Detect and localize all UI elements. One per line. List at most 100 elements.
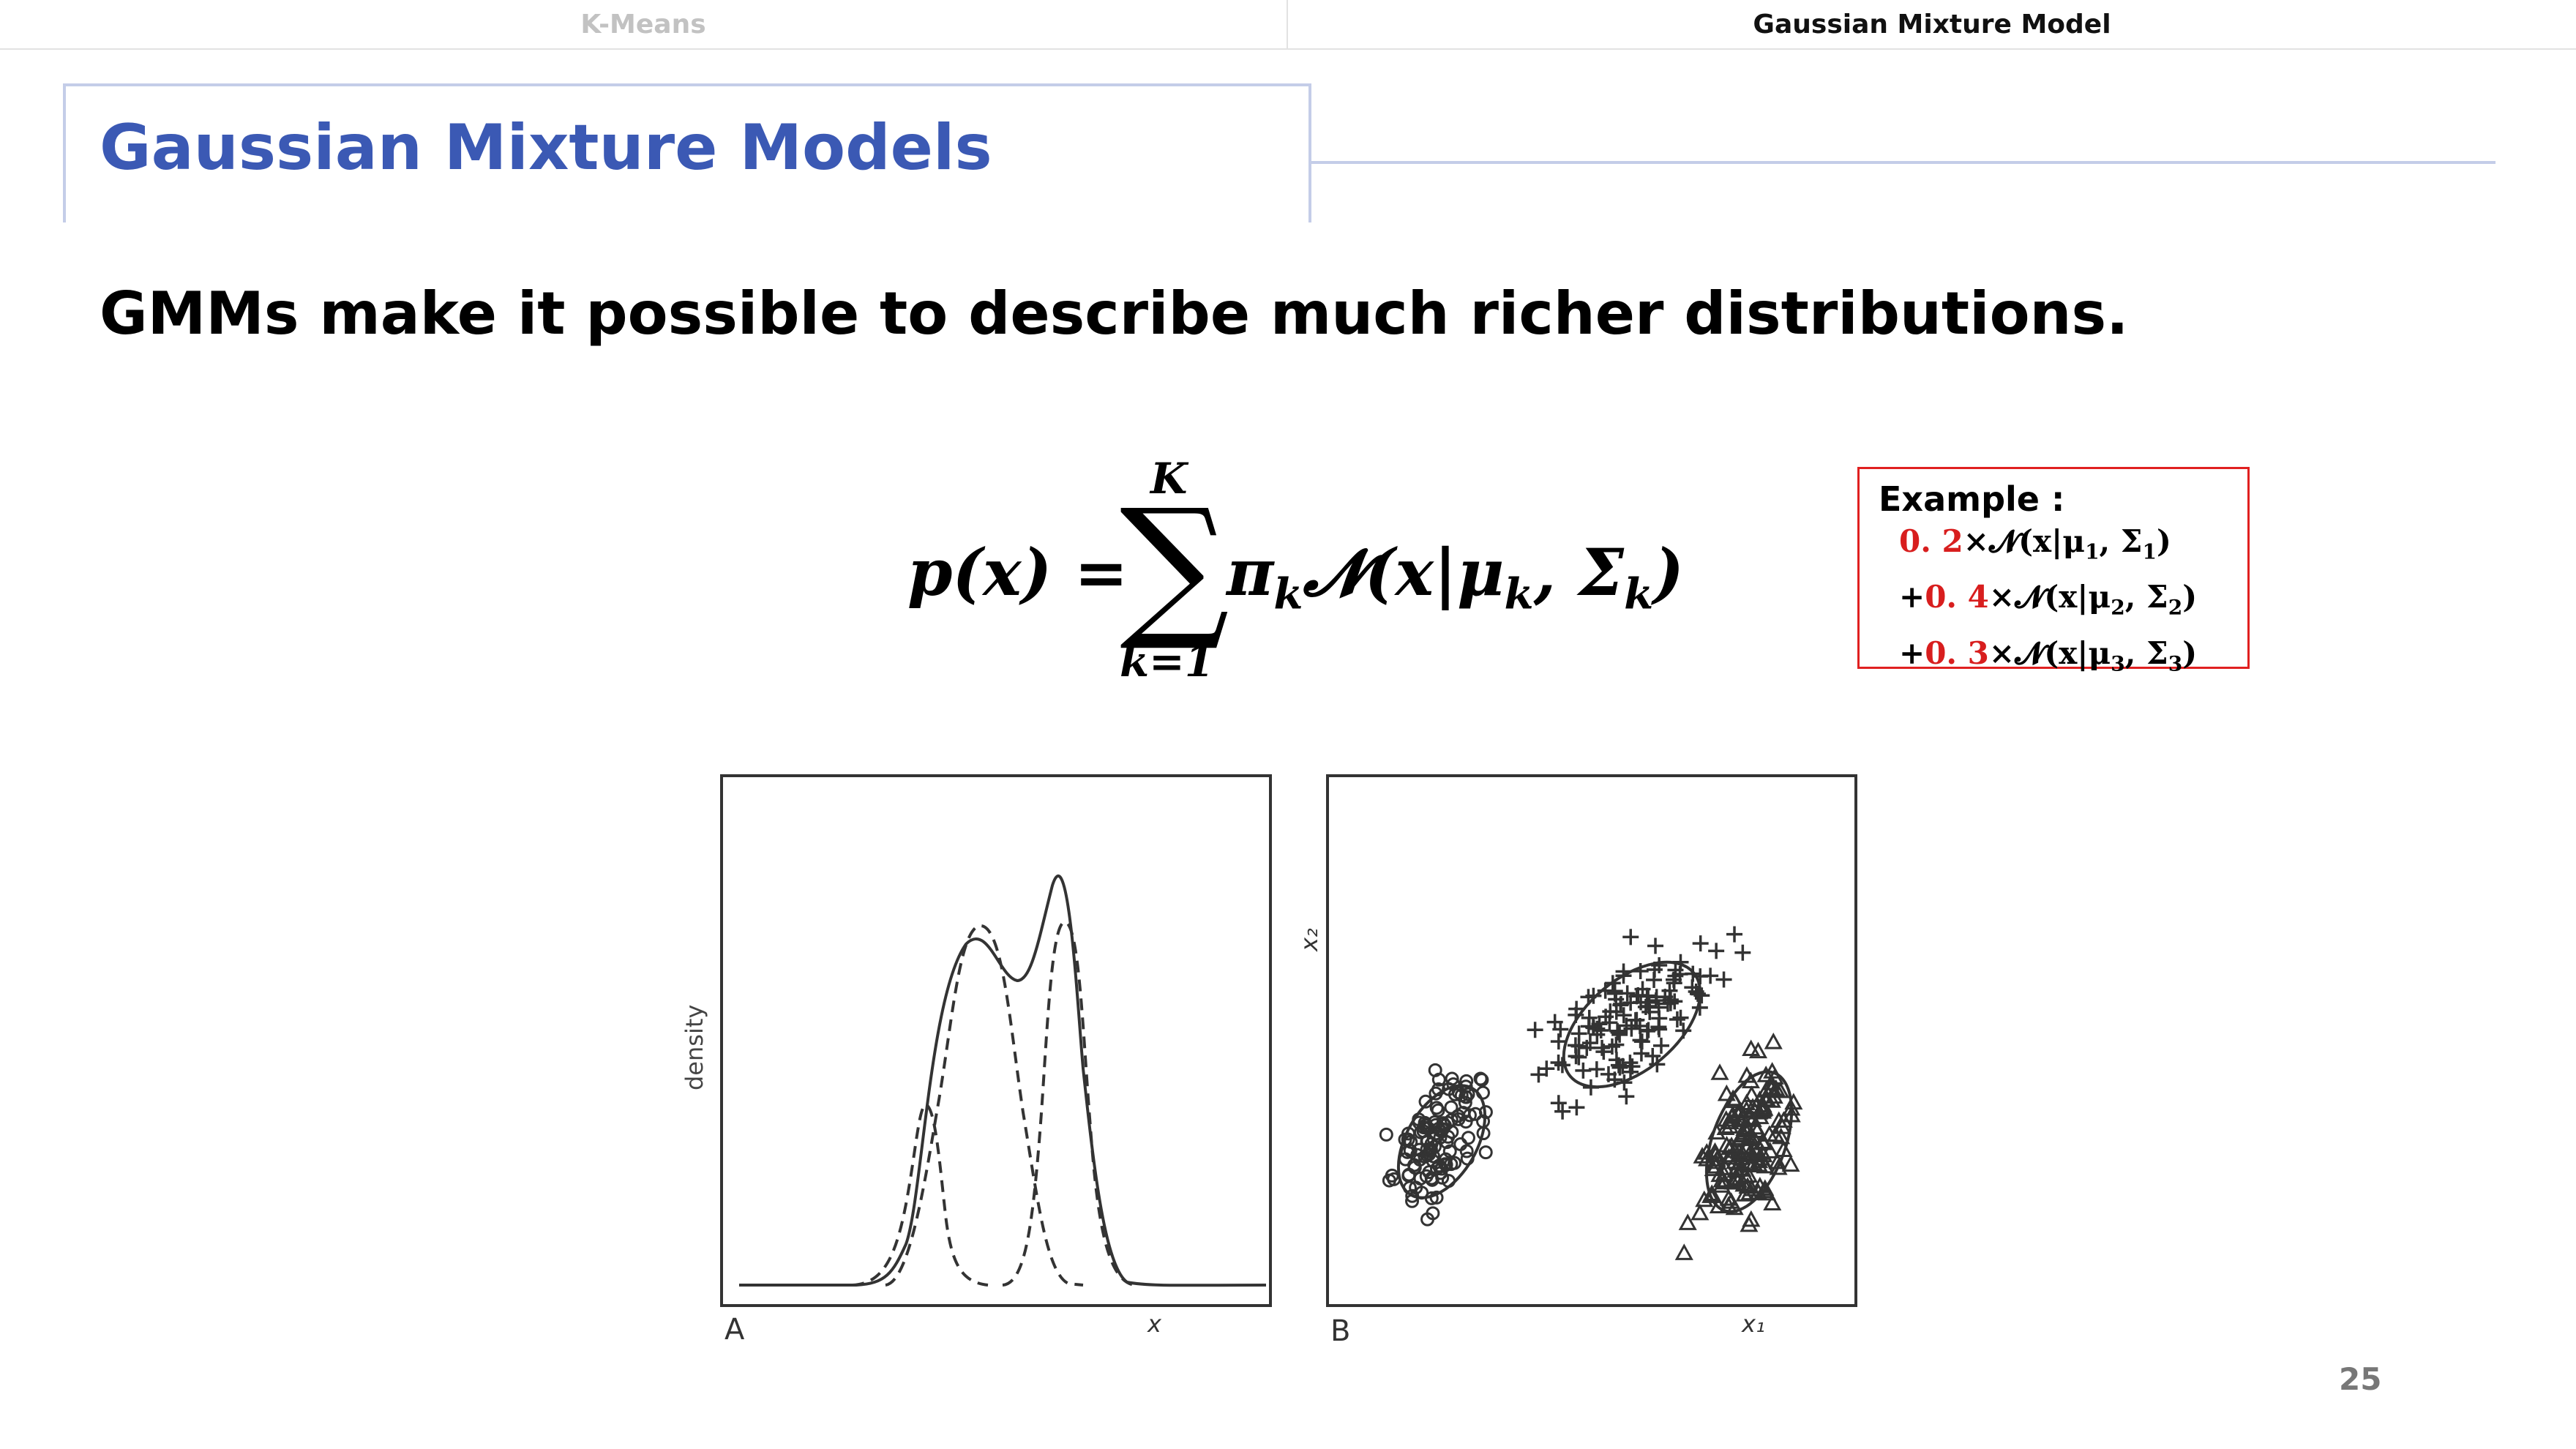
- plus-marker: [1608, 1036, 1625, 1053]
- plot-a-frame: [720, 774, 1272, 1307]
- panel-b-label: B: [1330, 1314, 1350, 1348]
- x-axis-label-b: x₁: [1741, 1310, 1765, 1338]
- plus-marker: [1552, 1021, 1569, 1038]
- circle-marker: [1478, 1145, 1493, 1160]
- cluster-3-ellipse: [1704, 1070, 1794, 1213]
- plus-marker: [1581, 1035, 1598, 1052]
- triangle-marker: [1742, 1210, 1761, 1227]
- plus-marker: [1568, 1099, 1585, 1116]
- cluster-2-ellipse: [1562, 960, 1702, 1089]
- plus-marker: [1628, 1011, 1645, 1028]
- triangle-marker: [1770, 1111, 1789, 1128]
- plus-marker: [1661, 982, 1678, 999]
- mixture-density-curve: [739, 875, 1267, 1287]
- summation-icon: ∑: [1120, 476, 1229, 655]
- gmm-formula: p(x) = K ∑ k=1 πk𝓝(x|μk, Σk): [878, 454, 1684, 695]
- circle-marker: [1448, 1156, 1462, 1170]
- triangle-marker: [1756, 1066, 1775, 1082]
- circle-marker: [1468, 1107, 1483, 1121]
- plus-marker: [1527, 1022, 1543, 1038]
- panel-a-label: A: [724, 1313, 745, 1347]
- triangle-marker: [1761, 1142, 1780, 1158]
- formula-lhs: p(x) =: [907, 534, 1128, 610]
- triangle-marker: [1740, 1108, 1759, 1126]
- circle-marker: [1418, 1094, 1433, 1109]
- triangle-marker: [1735, 1119, 1754, 1136]
- plus-marker: [1575, 1062, 1592, 1079]
- plus-marker: [1615, 1007, 1632, 1024]
- component-1-curve: [852, 1103, 989, 1287]
- circle-marker: [1429, 1086, 1443, 1101]
- plus-marker: [1554, 1103, 1571, 1120]
- plus-marker: [1619, 985, 1636, 1002]
- triangle-marker: [1742, 1039, 1761, 1057]
- circle-marker: [1475, 1073, 1489, 1087]
- circle-marker: [1400, 1145, 1415, 1159]
- triangle-marker: [1769, 1158, 1788, 1175]
- y-axis-label: density: [681, 1005, 708, 1090]
- plus-marker: [1570, 1038, 1587, 1055]
- triangle-marker: [1693, 1147, 1712, 1164]
- plus-marker: [1622, 929, 1639, 946]
- circle-marker: [1438, 1157, 1453, 1172]
- title-frame: [63, 83, 1311, 222]
- triangle-marker: [1745, 1140, 1764, 1157]
- plus-marker: [1666, 993, 1683, 1010]
- plus-marker: [1618, 1017, 1635, 1034]
- circle-marker: [1432, 1158, 1447, 1173]
- plus-marker: [1609, 1022, 1626, 1039]
- triangle-marker: [1695, 1190, 1714, 1208]
- triangle-marker: [1728, 1168, 1747, 1186]
- triangle-marker: [1754, 1145, 1773, 1163]
- triangle-marker: [1763, 1194, 1782, 1211]
- plus-marker: [1550, 1033, 1567, 1050]
- circle-marker: [1433, 1130, 1448, 1145]
- triangle-marker: [1744, 1153, 1764, 1171]
- plus-marker: [1689, 985, 1706, 1002]
- plus-marker: [1669, 1011, 1685, 1027]
- title-underline: [1308, 161, 2496, 164]
- plus-marker: [1644, 1048, 1661, 1065]
- triangle-marker: [1717, 1084, 1736, 1101]
- plus-marker: [1550, 1095, 1567, 1112]
- triangle-marker: [1755, 1099, 1774, 1116]
- circle-marker: [1445, 1125, 1459, 1139]
- circle-marker: [1429, 1101, 1444, 1115]
- plus-marker: [1666, 971, 1682, 988]
- circle-marker: [1427, 1115, 1442, 1130]
- plus-marker: [1603, 1038, 1620, 1055]
- plus-marker: [1622, 1055, 1639, 1071]
- plus-marker: [1640, 1022, 1657, 1038]
- plus-marker: [1692, 935, 1709, 952]
- figure-b-scatter-plot: B x₁ x₂: [1295, 761, 1873, 1361]
- triangle-marker: [1756, 1179, 1775, 1196]
- triangle-marker: [1748, 1121, 1767, 1139]
- triangle-marker: [1764, 1032, 1783, 1049]
- triangle-marker: [1772, 1127, 1791, 1145]
- triangle-marker: [1725, 1198, 1744, 1216]
- page-number: 25: [2339, 1361, 2382, 1397]
- component-2-curve: [885, 924, 1084, 1287]
- circle-marker: [1459, 1115, 1473, 1129]
- plus-marker: [1652, 1037, 1669, 1054]
- scatter-points: [1379, 926, 1803, 1260]
- plus-marker: [1554, 1057, 1570, 1074]
- example-line-3: +0. 3×𝓝(x|μ3, Σ3): [1899, 634, 2198, 676]
- triangle-marker: [1690, 1203, 1710, 1221]
- tab-k-means[interactable]: K-Means: [0, 0, 1288, 48]
- example-box: Example : 0. 2×𝓝(x|μ1, Σ1) +0. 4×𝓝(x|μ2,…: [1857, 467, 2250, 675]
- triangle-marker: [1756, 1090, 1775, 1107]
- triangle-marker: [1719, 1189, 1738, 1206]
- circle-marker: [1401, 1169, 1416, 1183]
- triangle-marker: [1726, 1159, 1746, 1177]
- plus-marker: [1618, 1088, 1635, 1105]
- plus-marker: [1568, 1000, 1585, 1017]
- plus-marker: [1734, 944, 1751, 961]
- plus-marker: [1611, 1026, 1628, 1043]
- sum-lower-limit: k=1: [1120, 637, 1215, 686]
- sum-upper-limit: K: [1150, 454, 1188, 503]
- triangle-marker: [1678, 1213, 1697, 1230]
- tab-gaussian-mixture-model[interactable]: Gaussian Mixture Model: [1753, 9, 2111, 40]
- y-axis-label-b: x₂: [1303, 928, 1323, 952]
- example-line-1: 0. 2×𝓝(x|μ1, Σ1): [1899, 523, 2171, 564]
